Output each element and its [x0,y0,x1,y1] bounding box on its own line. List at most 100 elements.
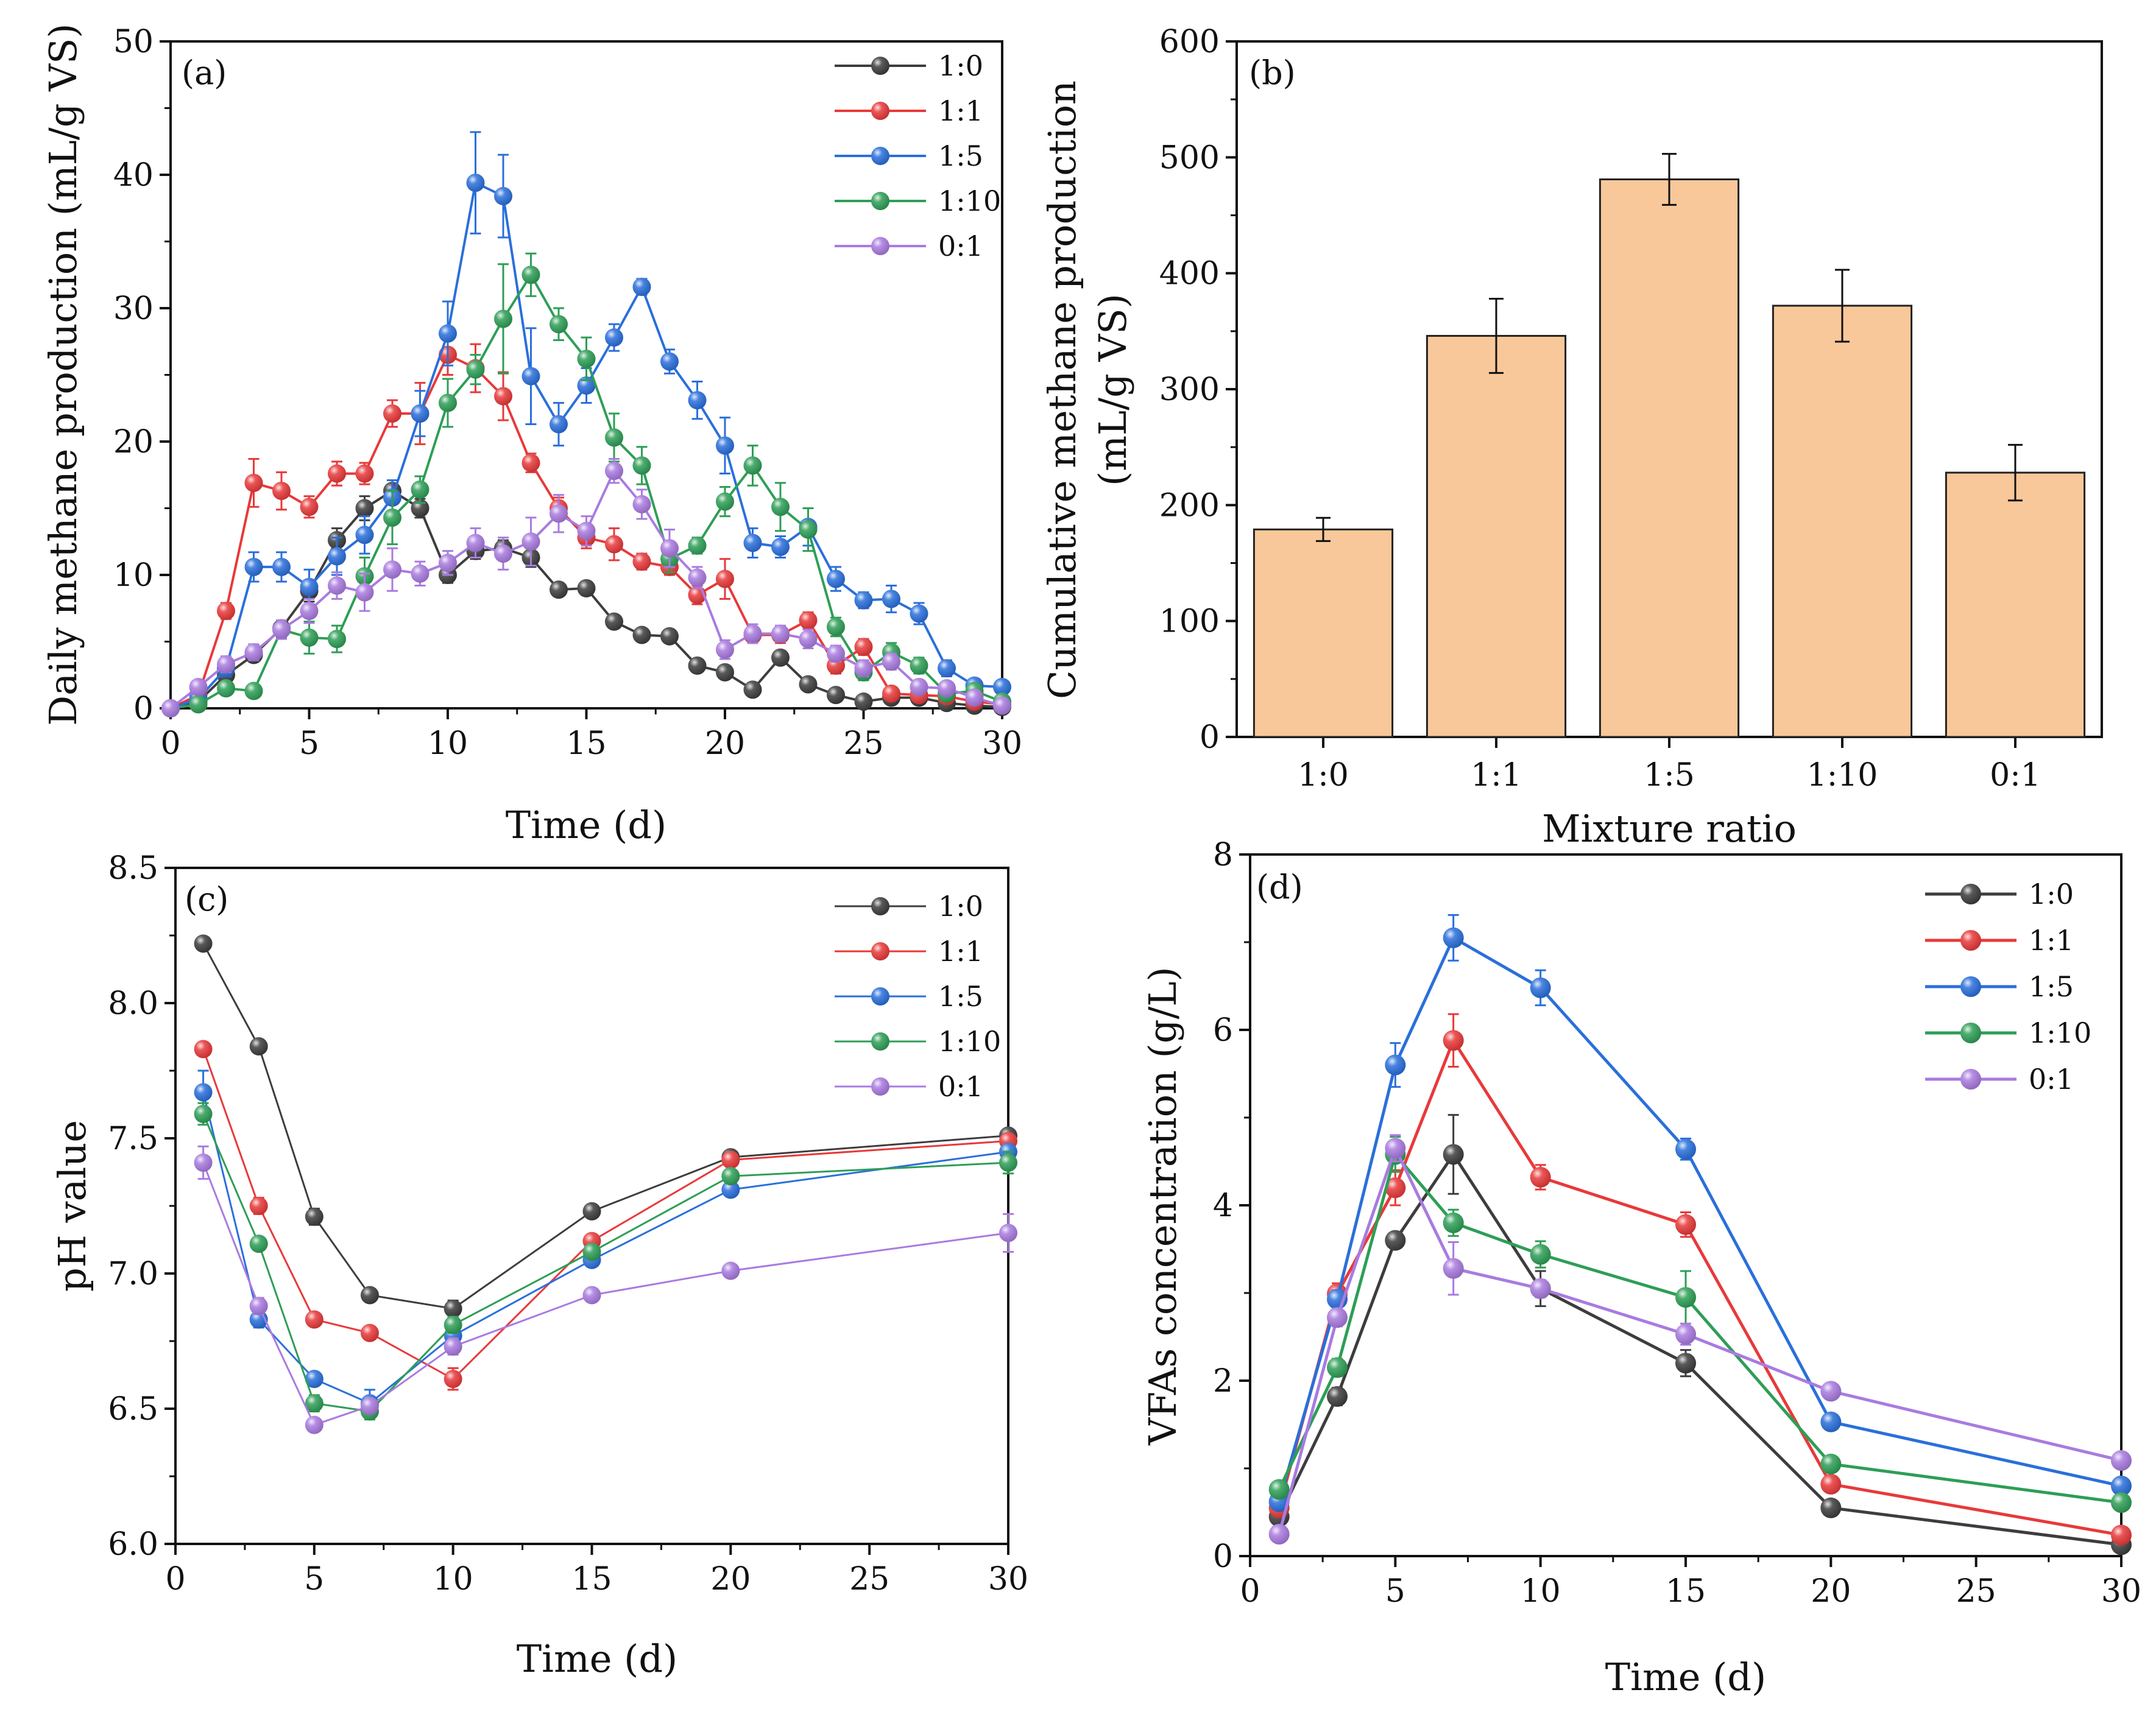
data-point-shine [244,473,263,492]
data-point-shine [1327,1386,1348,1407]
data-point-shine [1443,1030,1464,1051]
data-point-shine [827,686,845,705]
data-point-shine [272,620,291,639]
data-point-shine [1675,1323,1696,1345]
data-point-shine [466,174,485,192]
data-point-shine [721,1180,740,1199]
bar-1:0 [1253,528,1394,738]
data-point-shine [328,576,346,595]
panel-d-ylabel: VFAs concentration (g/L) [1140,967,1185,1445]
panel-a-marks [161,131,1011,717]
y-tick-label: 0 [1200,719,1220,756]
data-point-shine [305,1207,323,1226]
y-tick-label: 0 [133,691,154,727]
data-point-shine [521,532,540,551]
y-tick-label: 0 [1213,1538,1233,1575]
legend-label-1:1: 1:1 [938,94,983,127]
data-point-shine [300,628,319,647]
legend-label-1:10: 1:10 [2029,1016,2091,1049]
data-point-shine [1327,1357,1348,1378]
data-point-shine [194,934,213,953]
data-point-shine [854,659,873,678]
series-line-0:1 [202,1162,1009,1426]
legend-label-1:5: 1:5 [938,139,983,172]
data-point-shine [910,677,928,696]
panel-c-xlabel: Time (d) [517,1636,677,1681]
legend-marker-shine [871,897,889,915]
data-point-shine [1530,1278,1551,1299]
legend-label-1:1: 1:1 [2029,924,2074,957]
data-point-shine [249,1037,268,1056]
data-point-shine [194,1040,213,1059]
x-tick-label: 5 [1385,1573,1405,1610]
data-point-shine [355,526,374,544]
data-point-shine [910,656,928,675]
data-point-shine [300,577,319,596]
data-point-shine [444,1337,462,1356]
data-point-shine [189,677,208,696]
data-point-shine [550,415,568,434]
data-point-shine [249,1297,268,1316]
data-point-shine [494,387,512,406]
legend-marker-shine [1960,884,1981,904]
x-tick-label: 5 [304,1561,324,1598]
data-point-shine [355,464,374,483]
data-point-shine [605,612,623,631]
data-point-shine [272,482,291,501]
data-point-shine [993,696,1011,715]
data-point-shine [521,367,540,386]
data-point-shine [716,663,734,682]
panel-b-ticks: 0 100 200 300 400 500 600 1:0 1:1 1:5 1:10 0:1 [1159,24,2041,794]
data-point-shine [910,604,928,623]
data-point-shine [771,538,790,557]
data-point-shine [444,1370,462,1389]
y-tick-label: 7.5 [108,1121,158,1157]
data-point-shine [716,492,734,511]
data-point-shine [2111,1475,2132,1496]
data-point-shine [827,644,845,663]
data-point-shine [494,309,512,328]
data-point-shine [466,534,485,552]
data-point-shine [521,266,540,284]
legend-marker-shine [871,57,889,75]
data-point-shine [632,495,651,513]
x-tick-label: 10 [433,1561,473,1598]
data-point-shine [521,454,540,473]
y-tick-label: 200 [1159,487,1220,524]
bar-1:5 [1599,178,1740,738]
data-point-shine [716,569,734,588]
data-point-shine [999,1153,1017,1172]
data-point-shine [439,393,457,412]
x-tick-label: 15 [566,725,606,762]
data-point-shine [721,1167,740,1186]
legend-marker-shine [871,192,889,210]
data-point-shine [1385,1138,1406,1159]
data-point-shine [300,602,319,621]
data-point-shine [1385,1177,1406,1199]
data-point-shine [993,677,1011,696]
data-point-shine [771,624,790,643]
data-point-shine [632,277,651,296]
data-point-shine [300,498,319,516]
data-point-shine [1385,1230,1406,1251]
data-point-shine [721,1261,740,1280]
series-line-1:10 [1278,1151,2122,1504]
data-point-shine [660,627,679,646]
data-point-shine [383,508,401,527]
x-tick-label: 15 [1666,1573,1706,1610]
y-tick-label: 100 [1159,604,1220,640]
bar-1:1 [1426,334,1567,738]
bar-1:10 [1772,305,1913,738]
data-point-shine [189,695,208,714]
data-point-shine [550,580,568,599]
data-point-shine [1530,977,1551,998]
data-point-shine [799,630,818,649]
data-point-shine [688,536,707,555]
y-tick-label: 300 [1159,372,1220,408]
legend-marker-shine [871,237,889,255]
data-point-shine [882,652,900,671]
data-point-shine [360,1397,379,1415]
panel-c-ph: (c) Time (d) pH value 0 5 10 15 20 25 30 6.0 6.5… [50,850,1028,1681]
data-point-shine [305,1370,323,1389]
legend-label-1:5: 1:5 [2029,970,2074,1003]
